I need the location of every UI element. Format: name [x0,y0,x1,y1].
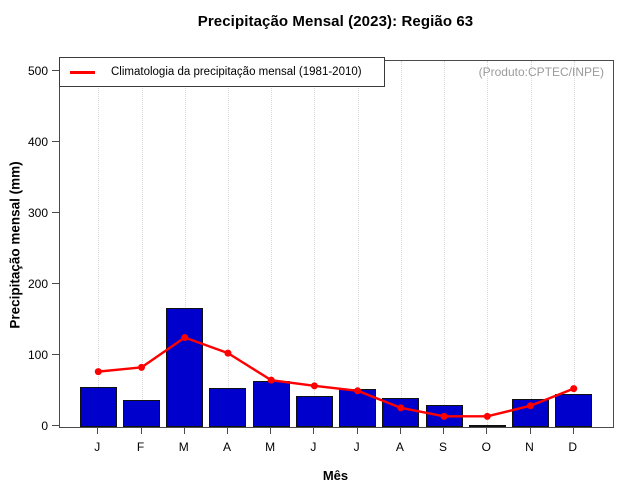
x-tick-12 [572,427,574,434]
x-tick-label-1: J [94,440,101,454]
x-tick-5 [270,427,272,434]
plot-area [59,60,614,428]
source-annotation: (Produto:CPTEC/INPE) [478,65,604,79]
gridline-12 [573,61,575,427]
gridline-6 [314,61,316,427]
bar-month-10 [468,425,506,427]
x-tick-1 [97,427,99,434]
bar-month-3 [166,308,204,427]
climatology-point-1 [94,368,102,376]
y-tick-300 [52,212,59,213]
gridline-8 [400,61,402,427]
climatology-point-11 [527,402,534,410]
x-tick-2 [140,427,142,434]
x-tick-6 [313,427,315,434]
y-tick-label-500: 500 [27,64,48,78]
y-tick-label-400: 400 [27,135,48,149]
x-tick-label-3: M [178,440,189,454]
climatology-point-7 [354,387,362,395]
y-tick-500 [52,70,59,71]
climatology-line-layer [94,334,578,420]
x-tick-8 [399,427,401,434]
x-tick-4 [226,427,228,434]
gridline-10 [487,61,489,427]
bar-month-6 [295,396,333,427]
gridline-3 [184,61,186,427]
x-tick-label-11: N [525,440,534,454]
y-tick-100 [52,354,59,355]
bar-month-12 [555,394,593,427]
bar-month-2 [123,400,161,427]
y-tick-label-0: 0 [41,419,48,433]
y-tick-label-300: 300 [27,206,48,220]
x-tick-9 [443,427,445,434]
x-tick-label-8: A [395,440,404,454]
gridline-9 [444,61,446,427]
x-tick-label-9: S [439,440,448,454]
bar-month-1 [79,387,117,427]
y-tick-200 [52,283,59,284]
x-tick-7 [356,427,358,434]
gridline-1 [98,61,100,427]
x-tick-10 [486,427,488,434]
climatology-line [98,336,575,418]
legend-box: Climatologia da precipitação mensal (198… [59,57,385,87]
x-tick-label-5: M [265,440,276,454]
x-tick-label-12: D [568,440,578,454]
gridline-11 [530,61,532,427]
y-tick-label-200: 200 [27,277,48,291]
gridline-4 [227,61,229,427]
legend-line-swatch [70,70,95,74]
climatology-point-4 [224,349,232,357]
legend-label: Climatologia da precipitação mensal (198… [111,66,362,78]
x-tick-label-2: F [136,440,145,454]
gridline-7 [357,61,359,427]
climatology-point-2 [138,363,146,371]
gridline-2 [141,61,143,427]
x-axis-label: Mês [322,468,349,483]
gridline-5 [271,61,273,427]
climatology-point-10 [483,412,491,420]
bar-month-4 [209,388,247,427]
climatology-point-12 [570,385,578,393]
x-tick-3 [183,427,185,434]
climatology-point-5 [267,376,275,384]
x-tick-label-10: O [481,440,491,454]
x-tick-label-6: J [310,440,317,454]
y-tick-400 [52,141,59,142]
climatology-point-6 [310,382,318,390]
y-tick-label-100: 100 [27,348,48,362]
y-tick-0 [52,425,59,426]
x-tick-label-4: A [222,440,231,454]
climatology-point-3 [181,334,189,342]
x-tick-label-7: J [353,440,360,454]
climatology-point-8 [397,404,405,412]
x-tick-11 [529,427,531,434]
chart-title: Precipitação Mensal (2023): Região 63 [197,13,474,30]
climatology-point-9 [440,412,448,420]
